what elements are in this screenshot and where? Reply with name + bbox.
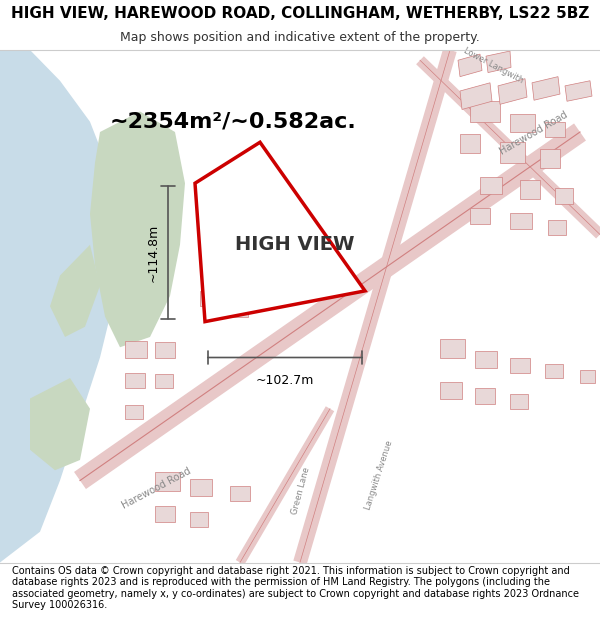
Polygon shape (460, 82, 492, 109)
FancyBboxPatch shape (125, 373, 145, 388)
Text: Lower Langwith: Lower Langwith (462, 46, 525, 85)
FancyBboxPatch shape (500, 142, 525, 162)
FancyBboxPatch shape (510, 114, 535, 132)
FancyBboxPatch shape (510, 357, 530, 373)
Polygon shape (486, 51, 511, 72)
Text: ~102.7m: ~102.7m (256, 374, 314, 387)
Text: Green Lane: Green Lane (290, 466, 311, 515)
Text: ~114.8m: ~114.8m (147, 223, 160, 281)
Text: HIGH VIEW, HAREWOOD ROAD, COLLINGHAM, WETHERBY, LS22 5BZ: HIGH VIEW, HAREWOOD ROAD, COLLINGHAM, WE… (11, 6, 589, 21)
Polygon shape (498, 79, 527, 104)
FancyBboxPatch shape (520, 180, 540, 199)
FancyBboxPatch shape (230, 486, 250, 501)
Text: Harewood Road: Harewood Road (498, 109, 569, 156)
Polygon shape (532, 77, 560, 100)
FancyBboxPatch shape (548, 220, 566, 234)
FancyBboxPatch shape (230, 302, 248, 316)
FancyBboxPatch shape (545, 122, 565, 137)
FancyBboxPatch shape (125, 404, 143, 419)
FancyBboxPatch shape (440, 339, 465, 357)
FancyBboxPatch shape (155, 374, 173, 388)
FancyBboxPatch shape (125, 341, 147, 357)
FancyBboxPatch shape (580, 370, 595, 383)
FancyBboxPatch shape (540, 149, 560, 168)
Polygon shape (90, 111, 185, 348)
FancyBboxPatch shape (510, 394, 528, 409)
FancyBboxPatch shape (555, 188, 573, 204)
Text: HIGH VIEW: HIGH VIEW (235, 235, 355, 254)
FancyBboxPatch shape (200, 259, 222, 276)
Polygon shape (30, 378, 90, 470)
Polygon shape (565, 81, 592, 101)
FancyBboxPatch shape (475, 351, 497, 368)
FancyBboxPatch shape (200, 291, 220, 306)
FancyBboxPatch shape (470, 101, 500, 122)
Text: Langwith Avenue: Langwith Avenue (363, 439, 394, 511)
Polygon shape (195, 142, 365, 322)
Polygon shape (458, 54, 482, 77)
FancyBboxPatch shape (475, 388, 495, 404)
FancyBboxPatch shape (230, 271, 250, 286)
FancyBboxPatch shape (470, 208, 490, 224)
FancyBboxPatch shape (460, 134, 480, 152)
FancyBboxPatch shape (510, 213, 532, 229)
FancyBboxPatch shape (155, 342, 175, 357)
FancyBboxPatch shape (155, 506, 175, 521)
FancyBboxPatch shape (190, 479, 212, 496)
FancyBboxPatch shape (190, 512, 208, 527)
FancyBboxPatch shape (545, 364, 563, 378)
Text: ~2354m²/~0.582ac.: ~2354m²/~0.582ac. (110, 112, 357, 132)
Text: Map shows position and indicative extent of the property.: Map shows position and indicative extent… (120, 31, 480, 44)
FancyBboxPatch shape (480, 177, 502, 194)
Polygon shape (50, 245, 100, 337)
Text: Harewood Road: Harewood Road (120, 466, 193, 511)
FancyBboxPatch shape (440, 382, 462, 399)
Polygon shape (0, 50, 120, 562)
Text: Contains OS data © Crown copyright and database right 2021. This information is : Contains OS data © Crown copyright and d… (12, 566, 579, 611)
FancyBboxPatch shape (155, 472, 180, 491)
